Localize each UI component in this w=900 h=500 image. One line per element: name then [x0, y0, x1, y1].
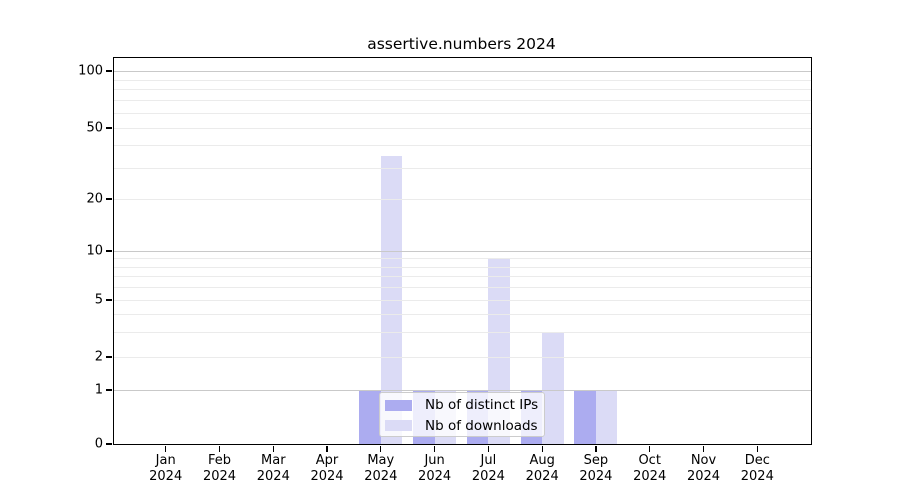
gridline-50 [114, 128, 811, 129]
gridline-100 [114, 71, 811, 72]
y-tick-label-2: 2 [94, 349, 103, 365]
x-tick-label-sep: Sep 2024 [556, 453, 636, 484]
gridline-5 [114, 300, 811, 301]
gridline-9 [114, 258, 811, 260]
x-tickmark-sep [595, 445, 597, 452]
bar-distinct-ips-may [359, 390, 381, 444]
y-tickmark-20 [106, 198, 113, 200]
gridline-90 [114, 79, 811, 81]
x-tick-month: Jul [480, 453, 497, 468]
x-tickmark-aug [541, 445, 543, 452]
x-tick-year: 2024 [471, 468, 505, 484]
y-tick-label-50: 50 [86, 120, 103, 136]
x-tick-label-jun: Jun 2024 [395, 453, 475, 484]
x-tick-month: Jan [155, 453, 176, 468]
x-tick-month: Dec [744, 453, 770, 468]
legend-item-downloads: Nb of downloads [385, 416, 538, 437]
y-tick-label-20: 20 [86, 191, 103, 207]
x-tickmark-jan [165, 445, 167, 452]
x-tickmark-may [380, 445, 382, 452]
x-tick-month: Apr [315, 453, 339, 468]
y-tick-label-100: 100 [78, 63, 103, 79]
y-tickmark-50 [106, 127, 113, 129]
x-tick-year: 2024 [686, 468, 721, 484]
gridline-20 [114, 199, 811, 200]
bar-downloads-may [380, 155, 403, 444]
y-tickmark-5 [106, 299, 113, 301]
x-tick-label-jan: Jan 2024 [126, 453, 206, 484]
gridline-8 [114, 266, 811, 268]
chart-title: assertive.numbers 2024 [367, 35, 556, 53]
y-tick-label-1: 1 [94, 382, 103, 398]
x-tickmark-jul [487, 445, 490, 452]
x-tick-label-mar: Mar 2024 [233, 453, 313, 484]
x-tickmark-mar [272, 445, 274, 452]
gridline-30 [114, 167, 811, 169]
x-tick-year: 2024 [740, 468, 774, 484]
x-tick-year: 2024 [418, 468, 452, 484]
y-tickmark-0 [106, 443, 113, 445]
x-tick-year: 2024 [202, 468, 237, 484]
x-tick-month: Sep [583, 453, 609, 468]
x-tick-year: 2024 [364, 468, 398, 484]
x-tick-year: 2024 [579, 468, 613, 484]
x-tickmark-apr [326, 445, 328, 452]
gridline-7 [114, 276, 811, 278]
bar-downloads-sep [595, 390, 618, 444]
x-tickmark-jun [433, 445, 436, 452]
x-tick-year: 2024 [149, 468, 183, 484]
x-tick-month: Aug [529, 453, 555, 468]
x-tick-label-dec: Dec 2024 [717, 453, 797, 484]
y-tick-label-5: 5 [94, 292, 103, 308]
y-tick-label-0: 0 [94, 436, 103, 452]
y-tickmark-100 [106, 70, 113, 72]
legend-swatch-distinct-ips [385, 399, 412, 411]
x-tick-year: 2024 [525, 468, 559, 484]
x-tick-label-apr: Apr 2024 [287, 453, 367, 484]
gridline-3 [114, 331, 811, 333]
gridline-40 [114, 145, 811, 147]
gridline-70 [114, 100, 811, 102]
gridline-2 [114, 357, 811, 358]
legend-label-distinct-ips: Nb of distinct IPs [425, 397, 539, 414]
gridline-6 [114, 287, 811, 289]
gridline-1 [114, 390, 811, 391]
x-tick-label-nov: Nov 2024 [664, 453, 744, 484]
x-tick-year: 2024 [310, 468, 344, 484]
x-tick-month: Mar [261, 453, 286, 468]
gridline-4 [114, 313, 811, 315]
x-tick-month: Feb [207, 453, 232, 468]
x-tick-month: Nov [690, 453, 717, 468]
x-tickmark-oct [649, 445, 651, 452]
legend: Nb of distinct IPs Nb of downloads [379, 392, 545, 437]
x-tickmark-nov [702, 445, 705, 452]
x-tick-label-feb: Feb 2024 [180, 453, 260, 484]
gridline-80 [114, 89, 811, 91]
bar-distinct-ips-sep [574, 390, 596, 444]
x-tick-label-jul: Jul 2024 [448, 453, 528, 484]
y-tickmark-1 [106, 389, 113, 391]
gridline-10 [114, 251, 811, 252]
x-tick-month: May [367, 453, 395, 468]
x-tick-label-aug: Aug 2024 [502, 453, 582, 484]
y-tickmark-10 [106, 250, 113, 252]
legend-label-downloads: Nb of downloads [425, 417, 538, 434]
plot-area: Nb of distinct IPs Nb of downloads 0 1 2 5 1… [78, 57, 812, 484]
y-tickmark-2 [106, 356, 113, 358]
gridline-60 [114, 113, 811, 114]
x-tick-label-oct: Oct 2024 [610, 453, 690, 484]
legend-item-distinct-ips: Nb of distinct IPs [385, 395, 538, 416]
x-tickmark-feb [218, 445, 221, 452]
x-tick-year: 2024 [633, 468, 667, 484]
bar-downloads-aug [542, 331, 564, 444]
x-tick-year: 2024 [256, 468, 290, 484]
x-tick-label-may: May 2024 [341, 453, 421, 484]
x-tick-month: Jun [424, 453, 445, 468]
legend-swatch-downloads [385, 420, 412, 432]
y-tick-label-10: 10 [86, 243, 103, 259]
x-tick-month: Oct [638, 453, 661, 468]
x-tickmark-dec [756, 445, 758, 452]
